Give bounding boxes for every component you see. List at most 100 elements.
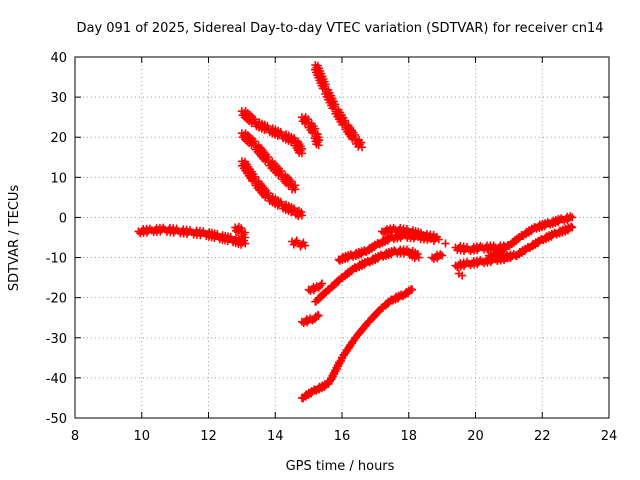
data-point-marker: [431, 233, 440, 242]
data-point-marker: [404, 289, 413, 298]
y-tick-label: -40: [46, 372, 67, 387]
data-point-marker: [389, 223, 398, 232]
data-point-marker: [399, 228, 408, 237]
y-tick-label: 0: [59, 211, 67, 226]
data-point-marker: [568, 213, 577, 222]
data-point-marker: [486, 245, 495, 254]
data-point-marker: [142, 228, 151, 237]
data-point-marker: [237, 240, 246, 249]
series-arc-q: [451, 252, 513, 272]
data-point-marker: [156, 227, 165, 236]
data-point-marker: [394, 294, 403, 303]
data-point-marker: [373, 254, 382, 263]
data-point-marker: [289, 240, 298, 249]
data-point-marker: [540, 222, 549, 231]
data-point-marker: [182, 229, 191, 238]
data-point-marker: [476, 242, 485, 251]
data-point-marker: [297, 211, 306, 220]
data-point-marker: [441, 239, 450, 248]
data-point-marker: [564, 226, 573, 235]
data-point-marker: [520, 247, 529, 256]
series-arc-g: [310, 61, 367, 152]
data-point-marker: [159, 223, 168, 232]
data-point-marker: [358, 143, 367, 152]
data-point-marker: [459, 262, 468, 271]
data-point-marker: [459, 247, 468, 256]
series-arc-t: [484, 222, 577, 264]
y-tick-label: 30: [50, 91, 67, 106]
data-point-marker: [493, 255, 502, 264]
x-tick-label: 18: [400, 429, 417, 444]
data-point-marker: [360, 260, 369, 269]
x-tick-label: 24: [601, 429, 618, 444]
chart-title: Day 091 of 2025, Sidereal Day-to-day VTE…: [76, 21, 603, 36]
data-point-marker: [527, 227, 536, 236]
x-axis-label: GPS time / hours: [286, 459, 395, 474]
data-point-marker: [301, 241, 310, 250]
x-tick-label: 8: [71, 429, 79, 444]
y-axis-label: SDTVAR / TECUs: [7, 185, 22, 292]
data-point-marker: [314, 311, 323, 320]
data-point-marker: [433, 254, 442, 263]
data-point-marker: [297, 149, 306, 158]
data-points: [134, 61, 577, 403]
data-point-marker: [169, 228, 178, 237]
data-point-marker: [414, 253, 423, 262]
series-arc-a: [134, 223, 250, 249]
y-tick-label: 40: [50, 51, 67, 66]
x-tick-label: 20: [467, 429, 484, 444]
data-point-marker: [413, 250, 422, 259]
data-point-marker: [335, 358, 344, 367]
data-point-marker: [408, 285, 417, 294]
data-point-marker: [348, 338, 357, 347]
x-tick-label: 10: [133, 429, 150, 444]
data-point-marker: [438, 251, 447, 260]
data-point-marker: [386, 227, 395, 236]
data-point-marker: [296, 242, 305, 251]
data-point-marker: [568, 223, 577, 232]
x-tick-label: 16: [334, 429, 351, 444]
data-point-marker: [343, 254, 352, 263]
data-point-marker: [383, 236, 392, 245]
data-point-marker: [458, 271, 467, 280]
data-point-marker: [241, 233, 250, 242]
y-tick-label: -20: [46, 292, 67, 307]
series-arc-b: [237, 107, 307, 158]
data-point-marker: [506, 254, 515, 263]
data-point-marker: [473, 246, 482, 255]
data-point-marker: [291, 185, 300, 194]
series-arc-o: [441, 239, 450, 248]
data-point-marker: [514, 235, 523, 244]
data-point-marker: [320, 289, 329, 298]
data-point-marker: [563, 216, 572, 225]
y-tick-label: -50: [46, 412, 67, 427]
series-arc-f: [297, 113, 324, 150]
data-point-marker: [554, 218, 563, 227]
data-point-marker: [361, 322, 370, 331]
data-point-marker: [387, 250, 396, 259]
series-arc-m: [378, 223, 440, 243]
data-point-marker: [473, 260, 482, 269]
data-point-marker: [370, 243, 379, 252]
data-point-marker: [303, 318, 312, 327]
data-point-marker: [534, 239, 543, 248]
series-arc-h: [304, 279, 326, 295]
data-point-marker: [320, 383, 329, 392]
series-arc-i: [297, 311, 323, 328]
x-tick-label: 22: [534, 429, 551, 444]
x-tick-label: 12: [200, 429, 217, 444]
y-tick-label: -10: [46, 252, 67, 267]
axes: 8 10 12 14 16 18 20 22 24 -50 -40 -30 -20 -10 0 10 20 30 4…: [46, 51, 618, 444]
series-arc-a2: [231, 222, 250, 242]
data-point-marker: [413, 232, 422, 241]
y-tick-label: 20: [50, 131, 67, 146]
series-arc-r: [454, 269, 467, 280]
series-arc-s: [491, 212, 577, 258]
data-point-marker: [317, 279, 326, 288]
data-point-marker: [307, 389, 316, 398]
data-point-marker: [399, 249, 408, 258]
series-arc-c: [237, 129, 300, 194]
data-point-marker: [426, 234, 435, 243]
x-tick-label: 14: [267, 429, 284, 444]
